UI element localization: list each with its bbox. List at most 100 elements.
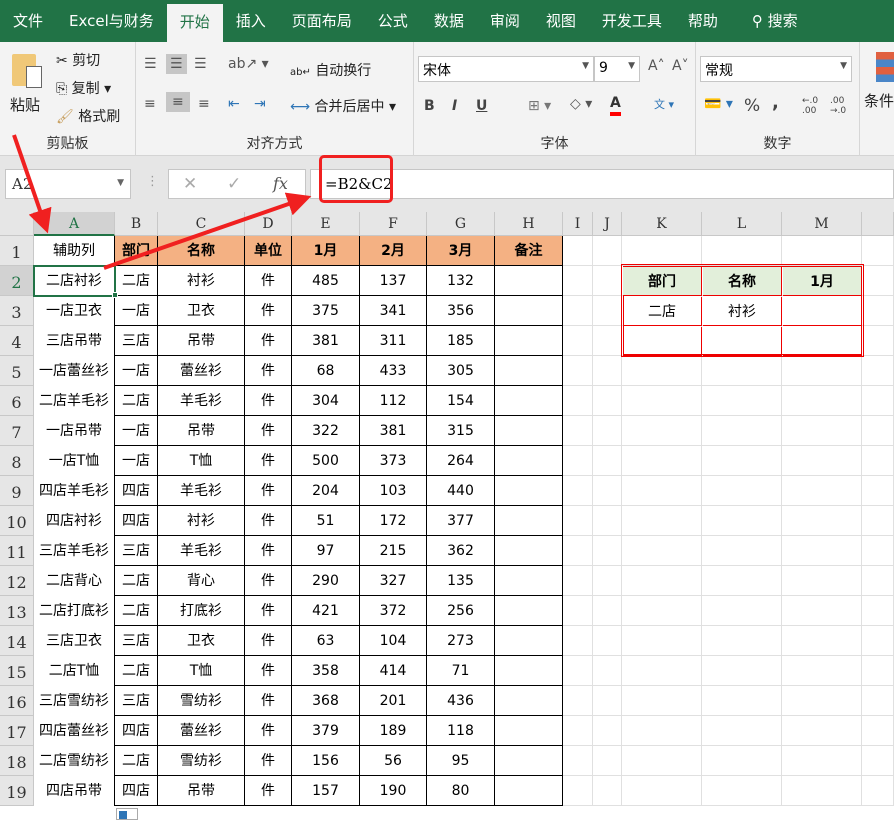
data-cell[interactable]: 件 bbox=[245, 476, 292, 506]
font-name-select[interactable]: 宋体 ▼ bbox=[418, 56, 594, 82]
column-header-B[interactable]: B bbox=[115, 212, 158, 236]
phonetic-icon[interactable]: 文 ▾ bbox=[654, 98, 675, 111]
column-header-F[interactable]: F bbox=[360, 212, 427, 236]
data-cell[interactable]: 311 bbox=[360, 326, 427, 356]
tab-1[interactable]: Excel与财务 bbox=[69, 12, 154, 30]
data-cell[interactable] bbox=[495, 626, 563, 656]
cell[interactable] bbox=[702, 746, 782, 776]
row-header-12[interactable]: 12 bbox=[0, 566, 34, 596]
row-header-14[interactable]: 14 bbox=[0, 626, 34, 656]
cell[interactable] bbox=[622, 686, 702, 716]
data-cell[interactable] bbox=[495, 656, 563, 686]
data-cell[interactable]: 二店 bbox=[115, 566, 158, 596]
column-header-M[interactable]: M bbox=[782, 212, 862, 236]
cell[interactable] bbox=[782, 656, 862, 686]
lookup-cell[interactable] bbox=[623, 327, 702, 356]
row-header-18[interactable]: 18 bbox=[0, 746, 34, 776]
format-painter-button[interactable]: 🖌 格式刷 bbox=[56, 109, 121, 125]
data-cell[interactable] bbox=[495, 296, 563, 326]
tab-5[interactable]: 公式 bbox=[377, 12, 408, 30]
data-cell[interactable]: 件 bbox=[245, 656, 292, 686]
data-cell[interactable]: 打底衫 bbox=[158, 596, 245, 626]
data-cell[interactable]: 吊带 bbox=[158, 326, 245, 356]
row-header-7[interactable]: 7 bbox=[0, 416, 34, 446]
cancel-icon[interactable]: ✕ bbox=[183, 174, 198, 194]
italic-button[interactable]: I bbox=[452, 98, 458, 114]
data-cell[interactable]: 440 bbox=[427, 476, 495, 506]
data-cell[interactable]: 71 bbox=[427, 656, 495, 686]
data-cell[interactable]: 315 bbox=[427, 416, 495, 446]
row-header-1[interactable]: 1 bbox=[0, 236, 34, 266]
data-cell[interactable]: 二店 bbox=[115, 656, 158, 686]
cell[interactable] bbox=[622, 746, 702, 776]
data-cell[interactable] bbox=[495, 746, 563, 776]
data-cell[interactable] bbox=[495, 266, 563, 296]
align-center-icon[interactable]: ≡ bbox=[166, 92, 190, 112]
row-header-19[interactable]: 19 bbox=[0, 776, 34, 806]
header-cell[interactable]: 2月 bbox=[360, 236, 427, 266]
increase-decimal-icon[interactable]: ←.0.00 bbox=[802, 96, 819, 116]
cell[interactable] bbox=[782, 506, 862, 536]
cell[interactable] bbox=[593, 446, 622, 476]
cell[interactable] bbox=[593, 746, 622, 776]
data-cell[interactable] bbox=[495, 776, 563, 806]
cell[interactable] bbox=[622, 416, 702, 446]
lookup-cell[interactable]: 衬衫 bbox=[703, 297, 782, 326]
column-header-H[interactable]: H bbox=[495, 212, 563, 236]
column-header-K[interactable]: K bbox=[622, 212, 702, 236]
cell[interactable] bbox=[593, 536, 622, 566]
cell[interactable] bbox=[563, 416, 593, 446]
enter-icon[interactable]: ✓ bbox=[227, 174, 242, 194]
cell[interactable] bbox=[702, 596, 782, 626]
cell[interactable] bbox=[622, 776, 702, 806]
cell[interactable] bbox=[622, 476, 702, 506]
data-cell[interactable]: 件 bbox=[245, 326, 292, 356]
data-cell[interactable]: 蕾丝衫 bbox=[158, 716, 245, 746]
data-cell[interactable]: 185 bbox=[427, 326, 495, 356]
data-cell[interactable]: 件 bbox=[245, 266, 292, 296]
comma-button[interactable]: , bbox=[772, 92, 779, 113]
cell[interactable] bbox=[702, 356, 782, 386]
data-cell[interactable]: 件 bbox=[245, 746, 292, 776]
data-cell[interactable]: 三店 bbox=[115, 536, 158, 566]
data-cell[interactable]: 件 bbox=[245, 506, 292, 536]
data-cell[interactable]: 157 bbox=[292, 776, 360, 806]
column-header-I[interactable]: I bbox=[563, 212, 593, 236]
data-cell[interactable]: 190 bbox=[360, 776, 427, 806]
cell[interactable] bbox=[622, 566, 702, 596]
data-cell[interactable] bbox=[495, 416, 563, 446]
cell[interactable] bbox=[563, 746, 593, 776]
currency-icon[interactable]: 💳 ▾ bbox=[704, 96, 733, 112]
row-header-10[interactable]: 10 bbox=[0, 506, 34, 536]
tab-11[interactable]: ⚲ 搜索 bbox=[751, 12, 798, 30]
data-cell[interactable]: 衬衫 bbox=[158, 266, 245, 296]
data-cell[interactable]: 羊毛衫 bbox=[158, 476, 245, 506]
column-header-L[interactable]: L bbox=[702, 212, 782, 236]
align-middle-icon[interactable]: ☰ bbox=[166, 54, 187, 74]
cell[interactable] bbox=[563, 476, 593, 506]
row-header-15[interactable]: 15 bbox=[0, 656, 34, 686]
data-cell[interactable]: T恤 bbox=[158, 656, 245, 686]
data-cell[interactable]: 436 bbox=[427, 686, 495, 716]
data-cell[interactable]: 421 bbox=[292, 596, 360, 626]
data-cell[interactable]: 件 bbox=[245, 626, 292, 656]
cell[interactable] bbox=[782, 536, 862, 566]
cell[interactable] bbox=[593, 386, 622, 416]
data-cell[interactable]: 件 bbox=[245, 446, 292, 476]
data-cell[interactable]: 414 bbox=[360, 656, 427, 686]
data-cell[interactable]: 135 bbox=[427, 566, 495, 596]
data-cell[interactable]: 件 bbox=[245, 296, 292, 326]
data-cell[interactable]: 485 bbox=[292, 266, 360, 296]
data-cell[interactable]: 四店 bbox=[115, 776, 158, 806]
row-header-3[interactable]: 3 bbox=[0, 296, 34, 326]
cell[interactable] bbox=[563, 236, 593, 266]
cell[interactable] bbox=[593, 686, 622, 716]
data-cell[interactable]: 322 bbox=[292, 416, 360, 446]
row-header-2[interactable]: 2 bbox=[0, 266, 34, 296]
row-header-6[interactable]: 6 bbox=[0, 386, 34, 416]
row-header-13[interactable]: 13 bbox=[0, 596, 34, 626]
cell[interactable] bbox=[702, 386, 782, 416]
data-cell[interactable] bbox=[495, 386, 563, 416]
cell[interactable] bbox=[782, 416, 862, 446]
data-cell[interactable]: 一店 bbox=[115, 296, 158, 326]
